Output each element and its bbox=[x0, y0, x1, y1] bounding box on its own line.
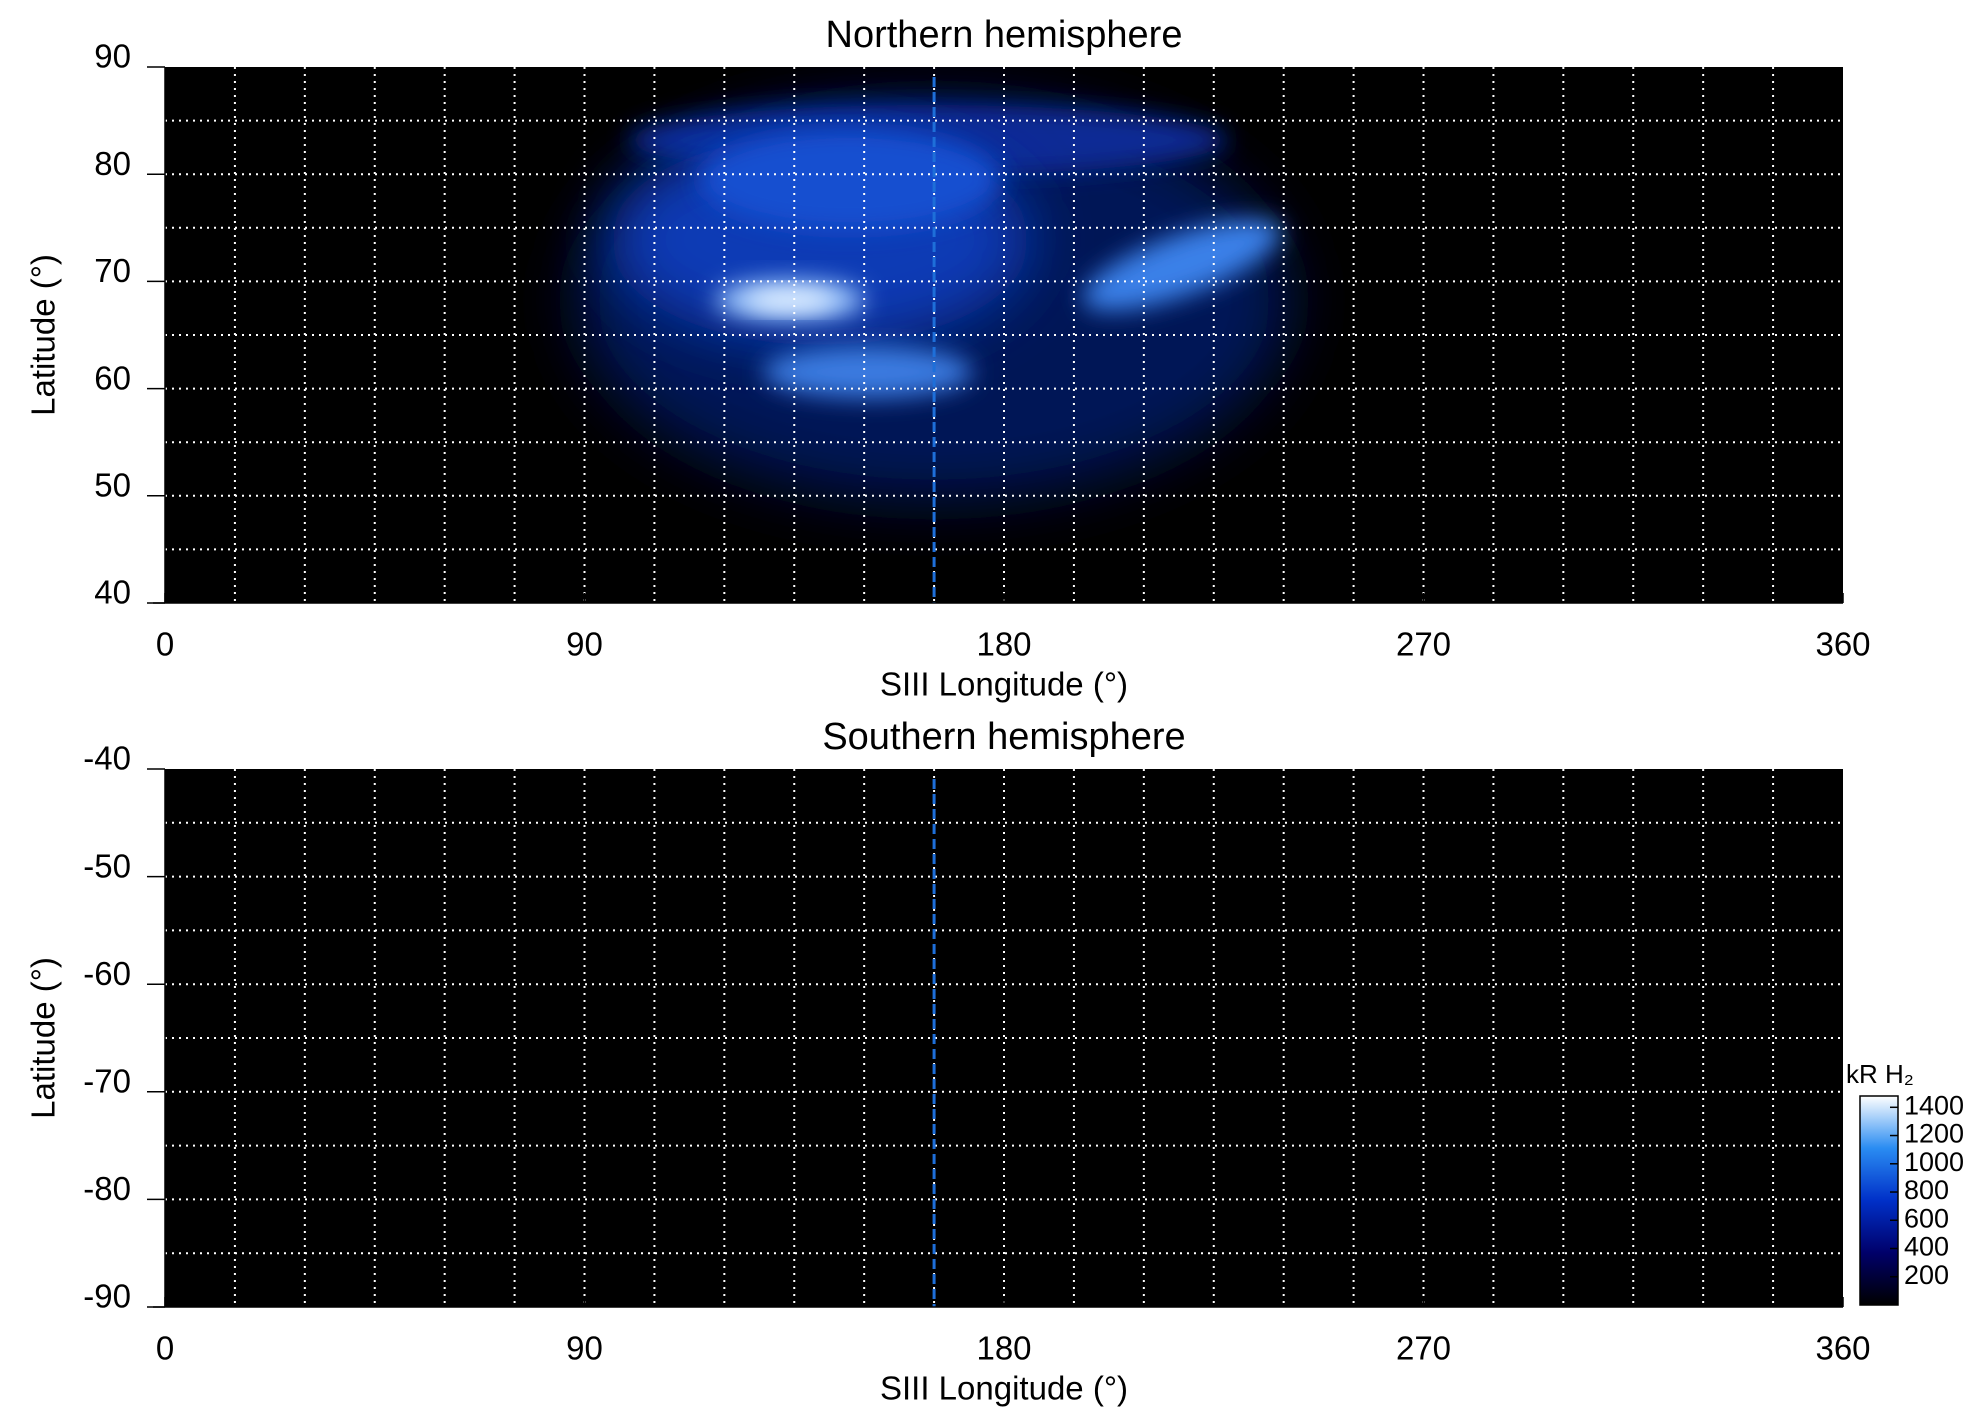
y-tick-label: -90 bbox=[83, 1278, 131, 1315]
y-axis-label: Latitude (°) bbox=[25, 957, 62, 1119]
colorbar-tick-label: 1200 bbox=[1904, 1119, 1964, 1149]
colorbar bbox=[1859, 1095, 1899, 1306]
chart-title: Northern hemisphere bbox=[826, 14, 1183, 56]
y-tick-label: 70 bbox=[94, 252, 131, 289]
x-tick-label: 360 bbox=[1815, 626, 1870, 663]
colorbar-tick-label: 800 bbox=[1904, 1175, 1949, 1205]
y-tick-label: 90 bbox=[94, 38, 131, 75]
y-tick-label: 40 bbox=[94, 574, 131, 611]
x-tick-label: 90 bbox=[566, 626, 603, 663]
x-tick-label: 0 bbox=[156, 626, 174, 663]
y-axis-label: Latitude (°) bbox=[25, 254, 62, 416]
x-tick-label: 90 bbox=[566, 1330, 603, 1367]
x-axis-label: SIII Longitude (°) bbox=[880, 666, 1128, 703]
plot-area bbox=[165, 769, 1843, 1307]
colorbar-tick-label: 400 bbox=[1904, 1232, 1949, 1262]
x-tick-label: 360 bbox=[1815, 1330, 1870, 1367]
colorbar-tick-label: 1000 bbox=[1904, 1147, 1964, 1177]
y-tick-label: -70 bbox=[83, 1063, 131, 1100]
x-axis-label: SIII Longitude (°) bbox=[880, 1370, 1128, 1407]
y-tick-label: -50 bbox=[83, 847, 131, 884]
y-tick-label: 80 bbox=[94, 145, 131, 182]
colorbar-tick-label: 200 bbox=[1904, 1260, 1949, 1290]
y-tick-label: -40 bbox=[83, 740, 131, 777]
y-tick-label: 60 bbox=[94, 359, 131, 396]
colorbar-tick-label: 1400 bbox=[1904, 1090, 1964, 1120]
chart-title: Southern hemisphere bbox=[822, 716, 1185, 758]
y-tick-label: 50 bbox=[94, 467, 131, 504]
y-tick-label: -60 bbox=[83, 955, 131, 992]
x-tick-label: 0 bbox=[156, 1330, 174, 1367]
colorbar-title: kR H₂ bbox=[1846, 1059, 1914, 1089]
x-tick-label: 270 bbox=[1396, 626, 1451, 663]
x-tick-label: 180 bbox=[976, 1330, 1031, 1367]
y-tick-label: -80 bbox=[83, 1170, 131, 1207]
colorbar-tick-label: 600 bbox=[1904, 1203, 1949, 1233]
x-tick-label: 180 bbox=[976, 626, 1031, 663]
x-tick-label: 270 bbox=[1396, 1330, 1451, 1367]
